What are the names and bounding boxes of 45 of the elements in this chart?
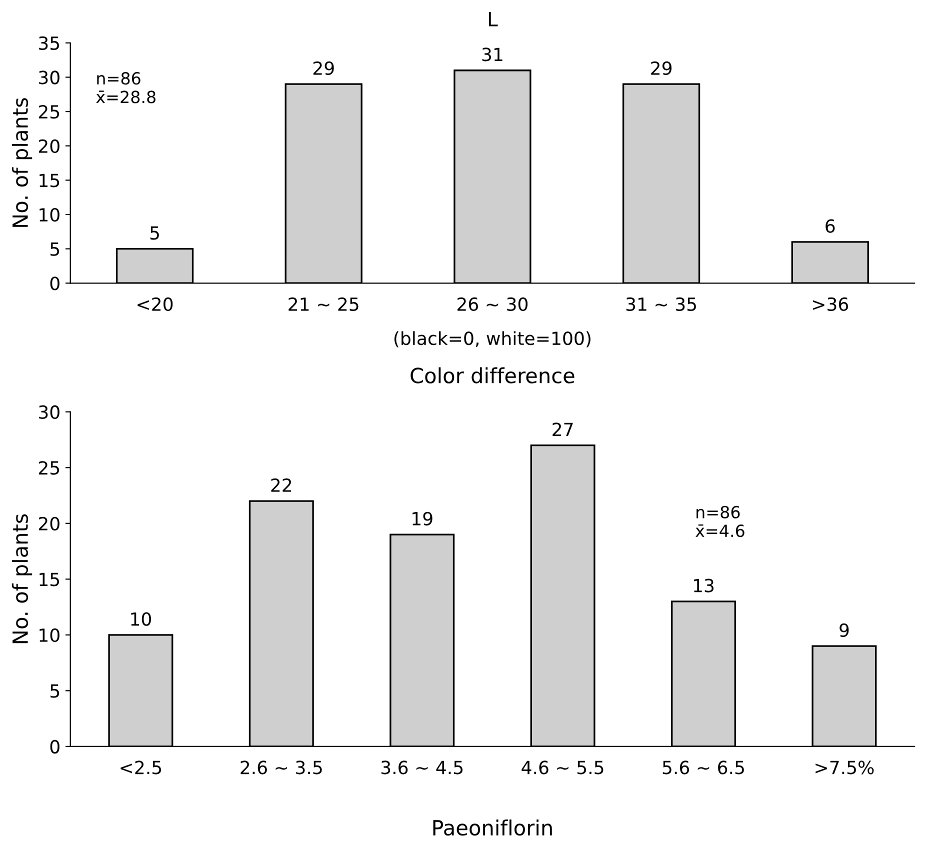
y-tick-label: 10 — [40, 628, 60, 642]
y-axis-title: No. of plants — [12, 514, 32, 644]
y-tick-label: 0 — [50, 276, 60, 290]
data-label: 29 — [651, 61, 672, 76]
x-tick-label: 21 ~ 25 — [288, 297, 358, 312]
data-label: 10 — [131, 612, 151, 626]
y-tick-label: 15 — [40, 572, 60, 586]
x-tick-label: >7.5% — [816, 760, 874, 774]
data-label: 13 — [694, 578, 714, 592]
y-tick-label: 25 — [38, 105, 60, 119]
x-tick-label: 4.6 ~ 5.5 — [522, 760, 604, 774]
x-tick-label: 26 ~ 30 — [457, 297, 528, 312]
x-tick-label: >36 — [812, 297, 848, 312]
y-tick-label: 20 — [38, 139, 60, 153]
x-tick-label: 5.6 ~ 6.5 — [662, 760, 744, 774]
x-axis-title: Color difference — [410, 367, 574, 384]
y-axis-title: No. of plants — [12, 98, 32, 227]
y-tick-label: 0 — [50, 740, 60, 754]
data-label: 31 — [482, 48, 502, 62]
y-tick-label: 30 — [39, 405, 60, 419]
data-label: 19 — [412, 512, 432, 526]
y-tick-label: 20 — [38, 516, 60, 530]
data-label: 9 — [840, 623, 849, 638]
y-tick-label: 35 — [39, 36, 60, 50]
x-tick-label: <2.5 — [120, 760, 162, 774]
y-tick-label: 5 — [50, 684, 60, 698]
data-label: 29 — [313, 61, 334, 76]
data-label: 5 — [150, 226, 159, 240]
y-tick-label: 30 — [39, 70, 60, 84]
data-label: 6 — [826, 219, 835, 233]
annotation: n=86 x̄=28.8 — [96, 72, 156, 104]
chart-title: L — [488, 12, 498, 26]
text: (black=0, white=100) — [394, 331, 590, 348]
x-tick-label: <20 — [138, 297, 173, 312]
x-tick-label: 31 ~ 35 — [626, 297, 696, 312]
y-tick-label: 15 — [40, 174, 60, 188]
y-tick-label: 25 — [38, 461, 60, 475]
y-tick-label: 10 — [40, 208, 60, 222]
x-tick-label: 3.6 ~ 4.5 — [381, 760, 463, 774]
x-tick-label: 2.6 ~ 3.5 — [240, 760, 322, 774]
data-label: 22 — [271, 478, 292, 492]
annotation: n=86 x̄=4.6 — [696, 506, 744, 538]
x-axis-title: Paeoniflorin — [433, 819, 552, 836]
y-tick-label: 5 — [50, 242, 60, 256]
data-label: 27 — [552, 422, 573, 436]
